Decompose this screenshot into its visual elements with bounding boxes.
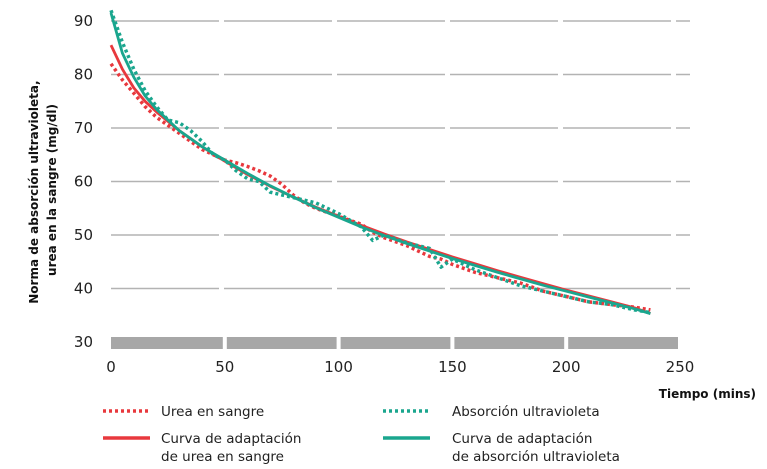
series-line-3 <box>109 9 651 315</box>
legend-label-uv-fit-line1: Curva de adaptación <box>452 431 593 447</box>
grid-lines <box>111 20 690 290</box>
y-tick-label: 70 <box>74 119 93 137</box>
legend-label-urea-fit-line1: Curva de adaptación <box>161 431 302 447</box>
legend-label-urea-fit-line2: de urea en sangre <box>161 449 284 465</box>
series-line-2 <box>109 44 651 315</box>
legend-label-urea: Urea en sangre <box>161 404 264 420</box>
y-tick-labels: 30 40 50 60 70 80 90 <box>74 12 93 351</box>
x-axis-band <box>111 337 678 349</box>
legend-label-uv-fit: Curva de adaptación de absorción ultravi… <box>452 431 620 465</box>
x-axis-band-segment <box>226 337 337 349</box>
x-axis-band-segment <box>454 337 565 349</box>
legend: Urea en sangre Absorción ultravioleta Cu… <box>103 404 620 465</box>
series-lines <box>109 9 651 315</box>
y-tick-label: 40 <box>74 280 93 298</box>
x-tick-label: 150 <box>438 358 467 376</box>
x-axis-band-segment <box>340 337 451 349</box>
y-axis-label-line2: urea en la sangre (mg/dl) <box>45 104 59 276</box>
x-axis-band-segment <box>568 337 678 349</box>
y-axis-label: Norma de absorción ultravioleta, urea en… <box>27 76 59 304</box>
legend-label-uv-fit-line2: de absorción ultravioleta <box>452 449 620 465</box>
x-axis-band-segment <box>111 337 223 349</box>
x-tick-label: 200 <box>552 358 581 376</box>
y-axis-label-line1: Norma de absorción ultravioleta, <box>27 80 41 303</box>
y-tick-label: 90 <box>74 12 93 30</box>
series-line-1 <box>109 62 651 312</box>
y-tick-label: 30 <box>74 333 93 351</box>
x-tick-labels: 0 50 100 150 200 250 <box>106 358 694 376</box>
series-line-4 <box>109 12 651 315</box>
x-tick-label: 50 <box>215 358 234 376</box>
y-tick-label: 60 <box>74 173 93 191</box>
x-tick-label: 0 <box>106 358 116 376</box>
x-tick-label: 100 <box>324 358 353 376</box>
y-tick-label: 50 <box>74 226 93 244</box>
legend-label-uv: Absorción ultravioleta <box>452 404 600 420</box>
x-axis-label: Tiempo (mins) <box>659 387 756 401</box>
x-tick-label: 250 <box>666 358 695 376</box>
y-tick-label: 80 <box>74 66 93 84</box>
legend-label-urea-fit: Curva de adaptación de urea en sangre <box>161 431 306 465</box>
